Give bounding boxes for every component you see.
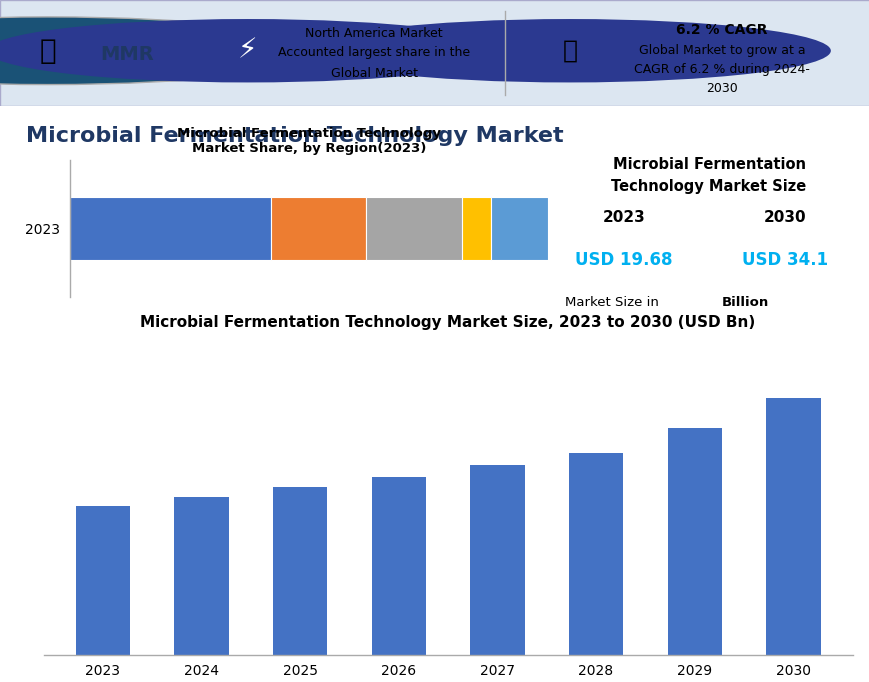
Bar: [366, 197, 461, 260]
Text: North America Market: North America Market: [305, 27, 442, 40]
Bar: [174, 497, 229, 655]
Bar: [270, 197, 366, 260]
Text: Market Size in: Market Size in: [565, 296, 662, 309]
Text: Microbial Fermentation
Technology Market Size: Microbial Fermentation Technology Market…: [611, 157, 806, 194]
FancyBboxPatch shape: [0, 0, 869, 106]
Text: 2023: 2023: [601, 210, 645, 225]
Bar: [667, 428, 721, 655]
Text: 🔥: 🔥: [561, 39, 577, 63]
Text: 2030: 2030: [763, 210, 806, 225]
Text: Microbial Fermentation Technology Market: Microbial Fermentation Technology Market: [26, 125, 563, 146]
Circle shape: [0, 17, 326, 85]
Text: 2030: 2030: [706, 83, 737, 95]
Text: USD 34.1: USD 34.1: [741, 251, 827, 269]
Text: 6.2 % CAGR: 6.2 % CAGR: [675, 23, 767, 37]
Bar: [273, 488, 327, 655]
Bar: [568, 454, 622, 655]
Text: ⚡: ⚡: [238, 37, 257, 65]
Bar: [76, 506, 129, 655]
Circle shape: [0, 19, 508, 83]
Text: 🌐: 🌐: [39, 37, 56, 65]
Bar: [70, 197, 270, 260]
Title: Microbial Fermentation Technology Market Size, 2023 to 2030 (USD Bn): Microbial Fermentation Technology Market…: [140, 315, 755, 330]
Bar: [470, 465, 524, 655]
Bar: [371, 477, 425, 655]
Text: Billion: Billion: [721, 296, 768, 309]
Title: Microbial Fermentation Technology
Market Share, by Region(2023): Microbial Fermentation Technology Market…: [176, 127, 441, 155]
Text: CAGR of 6.2 % during 2024-: CAGR of 6.2 % during 2024-: [634, 63, 809, 76]
Bar: [766, 398, 819, 655]
Legend: North America, Asia Pacific, Europe: North America, Asia Pacific, Europe: [121, 338, 448, 361]
Bar: [461, 197, 490, 260]
Text: Global Market to grow at a: Global Market to grow at a: [638, 44, 805, 57]
Text: USD 19.68: USD 19.68: [574, 251, 672, 269]
Text: Global Market: Global Market: [330, 68, 417, 80]
Bar: [490, 197, 547, 260]
Text: MMR: MMR: [100, 46, 154, 65]
Text: Accounted largest share in the: Accounted largest share in the: [278, 46, 469, 59]
Circle shape: [308, 19, 830, 83]
